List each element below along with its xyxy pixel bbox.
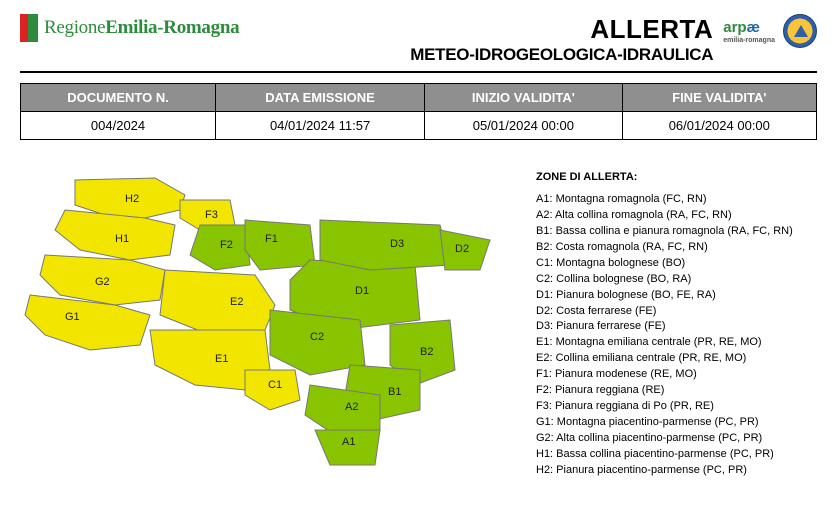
brand-bold: Emilia-Romagna (105, 17, 239, 38)
brand-prefix: Regione (44, 17, 105, 38)
document-meta-table: DOCUMENTO N. DATA EMISSIONE INIZIO VALID… (20, 83, 817, 140)
map-label-A1: A1 (342, 436, 355, 448)
map-label-G1: G1 (65, 311, 80, 323)
partner-logos: arpæ emilia-romagna (723, 14, 817, 48)
zone-line: C2: Collina bolognese (BO, RA) (536, 272, 817, 288)
zone-line: F2: Pianura reggiana (RE) (536, 383, 817, 399)
map-label-D1: D1 (355, 285, 369, 297)
map-label-A2: A2 (345, 401, 358, 413)
map-label-E2: E2 (230, 296, 243, 308)
zone-E2 (160, 270, 275, 335)
civil-protection-icon (783, 14, 817, 48)
map-label-B1: B1 (388, 386, 401, 398)
map-label-C2: C2 (310, 331, 324, 343)
zones-title: ZONE DI ALLERTA: (536, 170, 817, 186)
map-label-B2: B2 (420, 346, 433, 358)
val-emission: 04/01/2024 11:57 (216, 112, 425, 140)
map-label-F2: F2 (220, 239, 233, 251)
zone-line: G2: Alta collina piacentino-parmense (PC… (536, 431, 817, 447)
val-end: 06/01/2024 00:00 (622, 112, 816, 140)
val-start: 05/01/2024 00:00 (425, 112, 623, 140)
zone-line: G1: Montagna piacentino-parmense (PC, PR… (536, 415, 817, 431)
zone-line: A1: Montagna romagnola (FC, RN) (536, 192, 817, 208)
arpae-logo: arpæ emilia-romagna (723, 19, 775, 44)
map-label-D2: D2 (455, 243, 469, 255)
zone-line: H1: Bassa collina piacentino-parmense (P… (536, 447, 817, 463)
zones-legend: ZONE DI ALLERTA: A1: Montagna romagnola … (536, 170, 817, 479)
zone-line: E1: Montagna emiliana centrale (PR, RE, … (536, 335, 817, 351)
zone-F1 (245, 220, 315, 270)
zone-D3 (320, 220, 450, 270)
page-subtitle: METEO-IDROGEOLOGICA-IDRAULICA (239, 45, 713, 65)
zone-line: B2: Costa romagnola (RA, FC, RN) (536, 240, 817, 256)
header: RegioneEmilia-Romagna ALLERTA METEO-IDRO… (20, 14, 817, 73)
map-label-H2: H2 (125, 193, 139, 205)
title-block: ALLERTA METEO-IDROGEOLOGICA-IDRAULICA (239, 14, 723, 65)
page-title: ALLERTA (239, 14, 713, 45)
map-label-C1: C1 (268, 379, 282, 391)
val-doc: 004/2024 (21, 112, 216, 140)
col-emission: DATA EMISSIONE (216, 84, 425, 112)
map-label-F1: F1 (265, 233, 278, 245)
zone-line: F3: Pianura reggiana di Po (PR, RE) (536, 399, 817, 415)
alert-map: H2 H1 G2 G1 F3 F2 F1 E2 E1 C1 C2 D1 D3 D2 B2 B1 A2 A1 (20, 170, 520, 479)
zone-line: H2: Pianura piacentino-parmense (PC, PR) (536, 463, 817, 479)
col-start: INIZIO VALIDITA' (425, 84, 623, 112)
zone-line: D2: Costa ferrarese (FE) (536, 304, 817, 320)
col-doc: DOCUMENTO N. (21, 84, 216, 112)
arpae-subtext: emilia-romagna (723, 37, 775, 44)
brand-text: RegioneEmilia-Romagna (44, 17, 239, 39)
brand-block: RegioneEmilia-Romagna (20, 14, 239, 42)
zone-line: E2: Collina emiliana centrale (PR, RE, M… (536, 351, 817, 367)
zone-line: F1: Pianura modenese (RE, MO) (536, 367, 817, 383)
map-label-G2: G2 (95, 276, 110, 288)
map-label-D3: D3 (390, 238, 404, 250)
zone-line: C1: Montagna bolognese (BO) (536, 256, 817, 272)
map-label-E1: E1 (215, 353, 228, 365)
zone-line: D1: Pianura bolognese (BO, FE, RA) (536, 288, 817, 304)
col-end: FINE VALIDITA' (622, 84, 816, 112)
zone-line: D3: Pianura ferrarese (FE) (536, 319, 817, 335)
zone-line: A2: Alta collina romagnola (RA, FC, RN) (536, 208, 817, 224)
zone-line: B1: Bassa collina e pianura romagnola (R… (536, 224, 817, 240)
map-label-H1: H1 (115, 233, 129, 245)
map-label-F3: F3 (205, 209, 218, 221)
region-flag-icon (20, 14, 38, 42)
